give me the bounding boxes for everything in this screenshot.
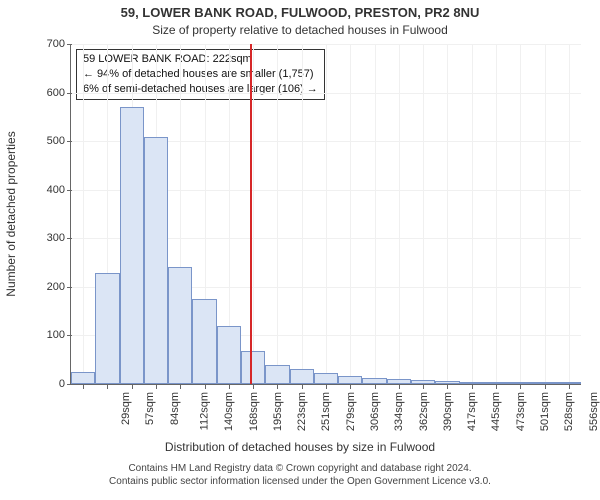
x-tick-mark bbox=[447, 384, 448, 389]
x-tick-mark bbox=[545, 384, 546, 389]
y-tick-label: 200 bbox=[47, 281, 71, 293]
grid-line-v bbox=[399, 44, 400, 384]
x-tick-label: 556sqm bbox=[588, 392, 600, 431]
histogram-bar bbox=[192, 299, 216, 384]
x-tick-mark bbox=[496, 384, 497, 389]
chart-title-1: 59, LOWER BANK ROAD, FULWOOD, PRESTON, P… bbox=[0, 5, 600, 20]
x-tick-label: 140sqm bbox=[223, 392, 235, 431]
histogram-bar bbox=[314, 373, 338, 384]
plot-area: 59 LOWER BANK ROAD: 222sqm ← 94% of deta… bbox=[70, 44, 581, 385]
grid-line-v bbox=[302, 44, 303, 384]
x-tick-label: 251sqm bbox=[321, 392, 333, 431]
x-tick-mark bbox=[472, 384, 473, 389]
grid-line-v bbox=[520, 44, 521, 384]
x-tick-mark bbox=[132, 384, 133, 389]
histogram-bar bbox=[338, 376, 362, 384]
x-tick-mark bbox=[277, 384, 278, 389]
x-tick-mark bbox=[350, 384, 351, 389]
annotation-line: ← 94% of detached houses are smaller (1,… bbox=[83, 67, 318, 82]
x-tick-mark bbox=[375, 384, 376, 389]
grid-line-v bbox=[83, 44, 84, 384]
x-tick-label: 84sqm bbox=[169, 392, 181, 425]
x-tick-mark bbox=[205, 384, 206, 389]
x-tick-mark bbox=[253, 384, 254, 389]
x-axis-label: Distribution of detached houses by size … bbox=[0, 440, 600, 454]
grid-line-v bbox=[472, 44, 473, 384]
x-tick-label: 417sqm bbox=[466, 392, 478, 431]
x-tick-label: 390sqm bbox=[442, 392, 454, 431]
x-tick-label: 112sqm bbox=[198, 392, 210, 430]
x-tick-label: 445sqm bbox=[491, 392, 503, 431]
y-tick-label: 700 bbox=[47, 38, 71, 50]
histogram-bar bbox=[168, 267, 192, 384]
grid-line-v bbox=[253, 44, 254, 384]
x-tick-mark bbox=[156, 384, 157, 389]
histogram-bar bbox=[144, 137, 168, 384]
histogram-bar bbox=[71, 372, 95, 384]
x-tick-label: 57sqm bbox=[144, 392, 156, 425]
grid-line-v bbox=[277, 44, 278, 384]
footer-line: Contains public sector information licen… bbox=[0, 475, 600, 488]
histogram-bar bbox=[120, 107, 144, 384]
x-tick-label: 223sqm bbox=[296, 392, 308, 431]
reference-line bbox=[250, 44, 252, 384]
chart-container: 59, LOWER BANK ROAD, FULWOOD, PRESTON, P… bbox=[0, 0, 600, 500]
grid-line-v bbox=[496, 44, 497, 384]
footer-line: Contains HM Land Registry data © Crown c… bbox=[0, 462, 600, 475]
grid-line-v bbox=[326, 44, 327, 384]
x-tick-mark bbox=[107, 384, 108, 389]
x-tick-label: 279sqm bbox=[345, 392, 357, 431]
histogram-bar bbox=[217, 326, 241, 384]
x-tick-mark bbox=[399, 384, 400, 389]
y-tick-label: 600 bbox=[47, 87, 71, 99]
x-tick-label: 473sqm bbox=[515, 392, 527, 431]
x-tick-mark bbox=[180, 384, 181, 389]
x-tick-label: 306sqm bbox=[369, 392, 381, 431]
x-tick-mark bbox=[423, 384, 424, 389]
x-tick-mark bbox=[326, 384, 327, 389]
grid-line-v bbox=[447, 44, 448, 384]
footer-text: Contains HM Land Registry data © Crown c… bbox=[0, 462, 600, 488]
histogram-bar bbox=[265, 365, 289, 384]
annotation-line: 59 LOWER BANK ROAD: 222sqm bbox=[83, 52, 318, 67]
y-tick-label: 400 bbox=[47, 184, 71, 196]
annotation-line: 6% of semi-detached houses are larger (1… bbox=[83, 82, 318, 97]
grid-line-v bbox=[569, 44, 570, 384]
y-tick-label: 300 bbox=[47, 232, 71, 244]
x-tick-label: 362sqm bbox=[418, 392, 430, 431]
histogram-bar bbox=[95, 273, 119, 384]
y-tick-label: 100 bbox=[47, 329, 71, 341]
y-axis-label: Number of detached properties bbox=[4, 131, 18, 296]
x-tick-mark bbox=[520, 384, 521, 389]
grid-line-v bbox=[423, 44, 424, 384]
x-tick-label: 334sqm bbox=[393, 392, 405, 431]
grid-line-v bbox=[350, 44, 351, 384]
x-tick-label: 195sqm bbox=[272, 392, 284, 431]
x-tick-mark bbox=[229, 384, 230, 389]
x-tick-mark bbox=[302, 384, 303, 389]
y-tick-label: 0 bbox=[59, 378, 71, 390]
x-tick-label: 501sqm bbox=[539, 392, 551, 431]
grid-line-v bbox=[545, 44, 546, 384]
histogram-bar bbox=[241, 351, 265, 384]
x-tick-mark bbox=[569, 384, 570, 389]
x-tick-label: 168sqm bbox=[248, 392, 260, 431]
x-tick-mark bbox=[83, 384, 84, 389]
x-tick-label: 29sqm bbox=[120, 392, 132, 425]
y-tick-label: 500 bbox=[47, 135, 71, 147]
x-tick-label: 528sqm bbox=[563, 392, 575, 431]
histogram-bar bbox=[290, 369, 314, 384]
grid-line-v bbox=[375, 44, 376, 384]
chart-title-2: Size of property relative to detached ho… bbox=[0, 23, 600, 37]
